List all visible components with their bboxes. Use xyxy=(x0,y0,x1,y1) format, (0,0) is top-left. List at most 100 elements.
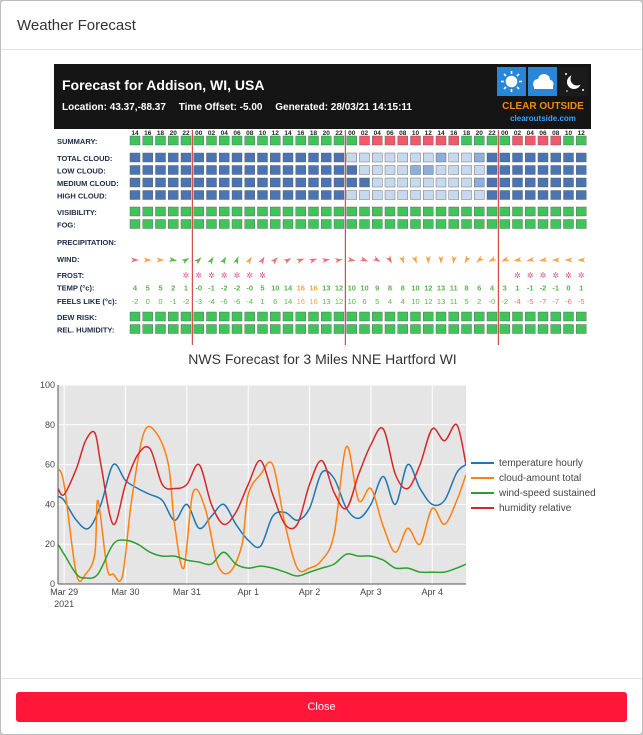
medium-cloud-cell xyxy=(461,177,472,188)
wind-arrow-icon xyxy=(131,257,139,263)
hour-label: 08 xyxy=(246,130,254,137)
series-line xyxy=(58,425,466,583)
feels-like-value: -4 xyxy=(208,297,215,306)
visibility-cell xyxy=(372,206,383,217)
dew-risk-cell xyxy=(474,311,485,322)
feels-like-value: -4 xyxy=(246,297,253,306)
total-cloud-cell xyxy=(525,152,536,163)
wind-arrow-icon xyxy=(181,258,190,265)
visibility-cell xyxy=(486,206,498,217)
low-cloud-cell xyxy=(576,165,587,175)
row-label: VISIBILITY: xyxy=(57,208,97,217)
summary-cell xyxy=(384,135,396,146)
low-cloud-cell xyxy=(244,165,255,175)
wind-arrow-icon xyxy=(399,255,405,264)
visibility-cell xyxy=(193,206,204,217)
wind-arrow-icon xyxy=(551,257,560,263)
dew-risk-cell xyxy=(486,311,498,322)
hour-label: 08 xyxy=(399,130,407,137)
humidity-cell xyxy=(486,324,498,334)
cloud-icon xyxy=(533,74,554,89)
temp-value: 5 xyxy=(260,284,264,293)
humidity-cell xyxy=(576,324,587,334)
medium-cloud-cell xyxy=(474,177,485,188)
total-cloud-cell xyxy=(270,152,281,163)
visibility-cell xyxy=(474,206,485,217)
total-cloud-cell xyxy=(512,152,523,163)
visibility-cell xyxy=(550,206,561,217)
medium-cloud-cell xyxy=(486,177,498,188)
humidity-cell xyxy=(550,324,561,334)
feels-like-value: -2 xyxy=(183,297,190,306)
total-cloud-cell xyxy=(193,152,204,163)
dew-risk-cell xyxy=(563,311,574,322)
feels-like-value: 6 xyxy=(273,297,277,306)
frost-icon: ✲ xyxy=(540,271,547,280)
visibility-cell xyxy=(499,206,510,217)
high-cloud-cell xyxy=(525,190,536,200)
dew-risk-cell xyxy=(346,311,357,322)
low-cloud-cell xyxy=(499,165,510,175)
humidity-cell xyxy=(461,324,472,334)
dew-risk-cell xyxy=(180,311,192,322)
fog-cell xyxy=(435,219,447,229)
medium-cloud-cell xyxy=(168,177,179,188)
high-cloud-cell xyxy=(384,190,396,200)
hour-label: 02 xyxy=(208,130,216,137)
medium-cloud-cell xyxy=(550,177,561,188)
high-cloud-cell xyxy=(321,190,332,200)
dew-risk-cell xyxy=(168,311,179,322)
low-cloud-cell xyxy=(423,165,434,175)
visibility-cell xyxy=(308,206,319,217)
low-cloud-cell xyxy=(512,165,523,175)
hour-label: 10 xyxy=(565,130,573,137)
wind-arrow-icon xyxy=(334,258,343,264)
fog-cell xyxy=(346,219,357,229)
feels-like-value: -0 xyxy=(489,297,496,306)
total-cloud-cell xyxy=(576,152,587,163)
dew-risk-cell xyxy=(193,311,204,322)
hour-label: 00 xyxy=(195,130,203,137)
fog-cell xyxy=(384,219,396,229)
summary-cell xyxy=(282,135,294,146)
summary-cell xyxy=(193,135,204,146)
dew-risk-cell xyxy=(512,311,523,322)
high-cloud-cell xyxy=(372,190,383,200)
temp-value: 8 xyxy=(464,284,468,293)
hour-label: 14 xyxy=(131,130,139,137)
humidity-cell xyxy=(537,324,549,334)
total-cloud-cell xyxy=(257,152,268,163)
medium-cloud-cell xyxy=(295,177,306,188)
visibility-cell xyxy=(321,206,332,217)
humidity-cell xyxy=(372,324,383,334)
total-cloud-cell xyxy=(435,152,447,163)
temp-value: -1 xyxy=(527,284,534,293)
clear-outside-logo[interactable]: CLEAR OUTSIDE clearoutside.com xyxy=(497,67,589,125)
feels-like-value: 6 xyxy=(362,297,366,306)
fog-cell xyxy=(206,219,217,229)
close-button[interactable]: Close xyxy=(16,692,627,722)
fog-cell xyxy=(410,219,421,229)
time-offset-text: Time Offset: -5.00 xyxy=(178,102,263,113)
feels-like-value: 2 xyxy=(477,297,481,306)
fog-cell xyxy=(563,219,574,229)
feels-like-value: 16 xyxy=(309,297,317,306)
medium-cloud-cell xyxy=(142,177,153,188)
low-cloud-cell xyxy=(155,165,166,175)
low-cloud-cell xyxy=(193,165,204,175)
wind-arrow-icon xyxy=(194,257,202,265)
total-cloud-cell xyxy=(384,152,396,163)
hour-label: 12 xyxy=(578,130,586,137)
hour-label: 06 xyxy=(386,130,394,137)
dew-risk-cell xyxy=(525,311,536,322)
wind-arrow-icon xyxy=(411,255,417,264)
humidity-cell xyxy=(270,324,281,334)
fog-cell xyxy=(155,219,166,229)
fog-cell xyxy=(282,219,294,229)
fog-cell xyxy=(168,219,179,229)
forecast-grid: 14 16 18 20 22 00 02 04 06 08 10 12 14 16 18 20 22 00 02 04… xyxy=(57,130,587,345)
dew-risk-cell xyxy=(461,311,472,322)
temp-value: 11 xyxy=(450,284,458,293)
humidity-cell xyxy=(180,324,192,334)
feels-like-value: 0 xyxy=(146,297,150,306)
